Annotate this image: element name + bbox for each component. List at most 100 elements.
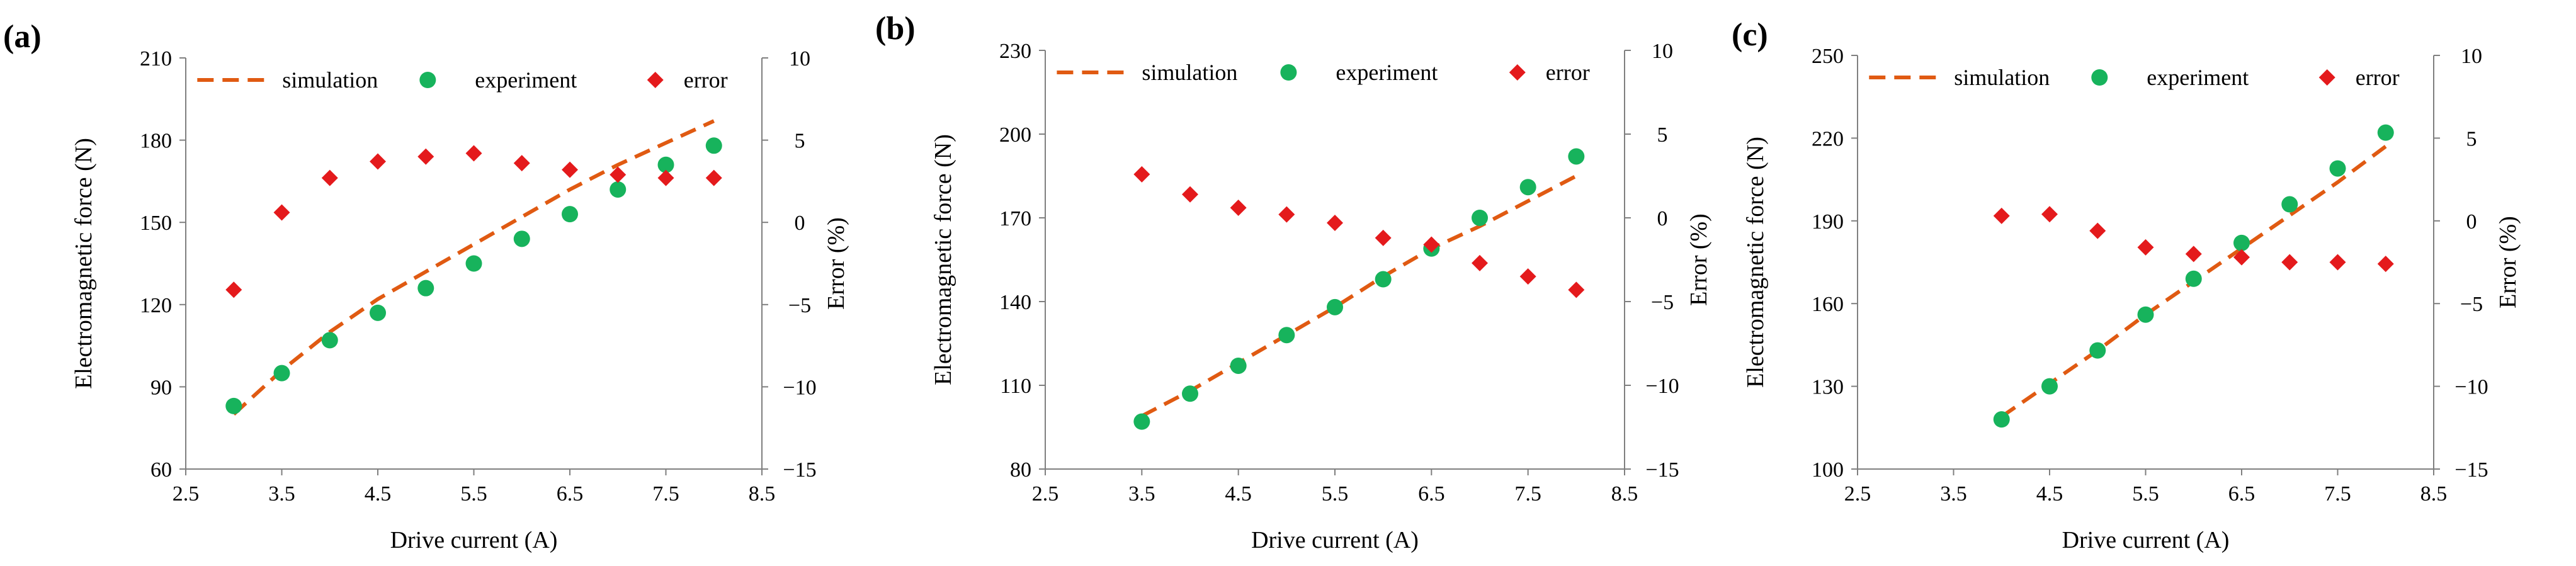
experiment-point xyxy=(1519,179,1536,196)
legend-error-swatch xyxy=(647,72,664,88)
series-experiment xyxy=(225,137,722,414)
error-point xyxy=(2329,254,2346,271)
chart-panel-1: 2.5 3.5 4.5 5.5 6.5 7.5 8.5 80 110 140 170 200 230 −1… xyxy=(875,11,1712,553)
x-tick-label: 2.5 xyxy=(173,482,200,506)
y-tick-label: 130 xyxy=(1812,376,1844,399)
x-tick-label: 8.5 xyxy=(749,482,776,506)
y-tick-label: 80 xyxy=(1010,458,1031,482)
experiment-point xyxy=(705,137,722,154)
legend: simulation experiment error xyxy=(1057,60,1590,85)
error-point xyxy=(417,148,434,165)
y2-tick-label: −15 xyxy=(783,458,816,482)
experiment-point xyxy=(2281,196,2298,213)
error-point xyxy=(1519,268,1536,285)
legend-error-swatch xyxy=(1509,64,1526,81)
error-point xyxy=(2377,256,2394,273)
x-tick-label: 2.5 xyxy=(1032,482,1059,506)
y2-tick-label: 0 xyxy=(1657,207,1668,230)
error-point xyxy=(370,153,386,170)
y2-tick-label: 10 xyxy=(1652,40,1673,63)
error-point xyxy=(1182,186,1198,203)
series-simulation xyxy=(1140,174,1577,418)
x-axis-title: Drive current (A) xyxy=(2062,527,2230,553)
y-axis-title: Electromagnetic force (N) xyxy=(1742,137,1769,388)
legend-error-label: error xyxy=(2356,65,2400,90)
experiment-point xyxy=(2377,124,2394,141)
x-tick-label: 2.5 xyxy=(1844,482,1871,506)
y-tick-label: 140 xyxy=(999,291,1031,314)
legend-experiment-swatch xyxy=(2091,69,2108,86)
experiment-point xyxy=(370,304,386,321)
error-point xyxy=(2137,239,2154,256)
series-experiment xyxy=(1133,148,1585,430)
y2-axis-title: Error (%) xyxy=(823,217,849,310)
experiment-point xyxy=(225,397,242,414)
experiment-point xyxy=(1133,413,1150,430)
y-tick-label: 160 xyxy=(1812,293,1844,316)
y-tick-label: 170 xyxy=(999,207,1031,230)
legend-simulation-label: simulation xyxy=(1142,60,1237,85)
experiment-point xyxy=(610,181,627,198)
legend-error-label: error xyxy=(1546,60,1590,85)
experiment-point xyxy=(2329,160,2346,177)
y2-axis-title: Error (%) xyxy=(2495,216,2521,308)
x-tick-label: 5.5 xyxy=(460,482,487,506)
legend-experiment-label: experiment xyxy=(475,67,577,93)
y-tick-label: 60 xyxy=(150,458,172,482)
legend-simulation-label: simulation xyxy=(282,67,378,93)
series-error xyxy=(1133,166,1585,298)
error-point xyxy=(562,161,578,178)
error-point xyxy=(321,169,338,186)
panel-label: (c) xyxy=(1732,17,1768,53)
y2-tick-label: −5 xyxy=(1651,291,1674,314)
error-point xyxy=(610,166,627,183)
x-tick-label: 8.5 xyxy=(1611,482,1638,506)
y-tick-label: 150 xyxy=(140,212,172,235)
error-point xyxy=(465,145,482,162)
error-point xyxy=(1133,166,1150,183)
x-tick-label: 4.5 xyxy=(365,482,392,506)
y2-axis-title: Error (%) xyxy=(1686,213,1712,306)
error-point xyxy=(1472,254,1488,271)
y-tick-label: 100 xyxy=(1812,458,1844,482)
y2-tick-label: 10 xyxy=(2461,45,2482,68)
error-point xyxy=(1278,206,1295,223)
experiment-point xyxy=(273,365,290,382)
experiment-point xyxy=(657,156,674,173)
legend: simulation experiment error xyxy=(197,67,728,93)
y2-tick-label: −10 xyxy=(2454,376,2488,399)
experiment-point xyxy=(1472,210,1488,226)
legend: simulation experiment error xyxy=(1869,65,2400,90)
series-simulation xyxy=(232,119,715,416)
y2-tick-label: 5 xyxy=(1657,123,1668,147)
y2-tick-label: −5 xyxy=(788,294,811,317)
y2-tick-label: 5 xyxy=(2466,127,2477,150)
error-point xyxy=(2089,222,2106,239)
x-tick-label: 7.5 xyxy=(2324,482,2351,506)
y-tick-label: 210 xyxy=(140,47,172,71)
y2-tick-label: 0 xyxy=(2466,210,2477,234)
y-tick-label: 220 xyxy=(1812,127,1844,150)
error-point xyxy=(657,169,674,186)
y-tick-label: 180 xyxy=(140,130,172,153)
error-point xyxy=(1230,200,1247,217)
error-point xyxy=(273,204,290,221)
experiment-point xyxy=(562,206,578,223)
legend-experiment-swatch xyxy=(419,72,436,88)
experiment-point xyxy=(2137,306,2154,323)
error-point xyxy=(1375,229,1392,246)
experiment-point xyxy=(2233,234,2250,251)
experiment-point xyxy=(465,255,482,272)
error-point xyxy=(513,155,530,172)
experiment-point xyxy=(1327,298,1343,315)
series-error xyxy=(225,145,722,298)
error-point xyxy=(705,169,722,186)
error-point xyxy=(225,281,242,298)
panel-label: (b) xyxy=(875,11,916,47)
y-tick-label: 230 xyxy=(999,40,1031,63)
x-tick-label: 3.5 xyxy=(1940,482,1967,506)
y-tick-label: 120 xyxy=(140,294,172,317)
experiment-point xyxy=(1568,148,1585,165)
x-tick-label: 8.5 xyxy=(2420,482,2448,506)
